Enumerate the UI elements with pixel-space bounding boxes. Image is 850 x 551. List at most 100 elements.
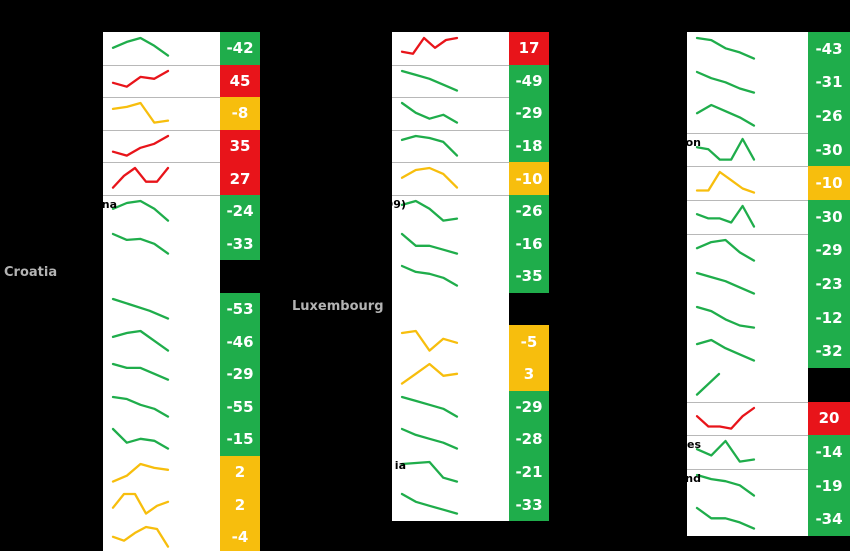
sparkline-path — [400, 330, 459, 353]
sparkline-path — [695, 507, 756, 531]
sparkline-path — [695, 238, 756, 262]
sparkline-path — [695, 104, 756, 127]
value-badge: -14 — [808, 435, 850, 469]
sparkline — [111, 462, 170, 483]
value-badge: -4 — [220, 521, 260, 551]
sparkline-path — [695, 305, 756, 329]
value-badge: -55 — [220, 390, 260, 424]
sparkline — [400, 330, 459, 353]
value-badge: -5 — [509, 325, 549, 358]
sparkline — [400, 36, 459, 55]
sparkline-path — [111, 199, 170, 222]
row-separator — [687, 132, 808, 134]
sparkline — [695, 473, 756, 497]
sparkline-path — [400, 199, 459, 222]
sparkline-path — [111, 134, 170, 157]
sparkline — [695, 104, 756, 127]
sparkline — [695, 36, 756, 60]
row-separator — [687, 401, 808, 403]
row-separator — [103, 64, 220, 66]
value-badge: 17 — [509, 32, 549, 65]
sparkline — [111, 330, 170, 353]
sparkline-path — [111, 395, 170, 418]
country-label-croatia: Croatia — [4, 265, 58, 280]
sparkline-path — [111, 362, 170, 381]
value-badge: -16 — [509, 227, 549, 261]
sparkline-path — [695, 204, 756, 228]
value-badge: -34 — [808, 502, 850, 536]
value-badge: 20 — [808, 401, 850, 436]
value-badge: -10 — [808, 166, 850, 200]
sparkline — [111, 69, 170, 88]
sparkline — [111, 102, 170, 124]
sparkline — [695, 272, 756, 295]
sparkline — [111, 134, 170, 157]
value-badge: -33 — [509, 488, 549, 521]
sparkline — [400, 69, 459, 92]
row-label: na — [101, 198, 117, 211]
row-separator — [392, 195, 509, 196]
value-badge: -30 — [808, 200, 850, 234]
value-badge: -32 — [808, 334, 850, 368]
row-separator — [687, 468, 808, 470]
value-badge: -19 — [808, 468, 850, 503]
sparkline-path — [111, 493, 170, 516]
row-separator — [392, 162, 509, 164]
sparkline — [695, 372, 721, 396]
sparkline — [400, 460, 459, 483]
sparkline-path — [695, 137, 756, 161]
sparkline — [695, 204, 756, 228]
value-badge: 3 — [509, 358, 549, 391]
chart-panel-1 — [103, 32, 220, 551]
value-badge: -29 — [808, 233, 850, 268]
row-separator — [103, 97, 220, 99]
sparkline-path — [400, 428, 459, 450]
sparkline — [111, 525, 170, 548]
value-badge: -10 — [509, 162, 549, 195]
row-separator — [392, 129, 509, 131]
sparkline — [111, 428, 170, 450]
sparkline-path — [111, 330, 170, 353]
value-badge: -8 — [220, 97, 260, 130]
sparkline — [111, 232, 170, 255]
sparkline-path — [400, 36, 459, 55]
sparkline — [111, 36, 170, 57]
sparkline-path — [400, 102, 459, 124]
sparkline-path — [111, 462, 170, 483]
sparkline-path — [111, 297, 170, 320]
value-badge: -29 — [509, 97, 549, 130]
row-label: on — [685, 135, 701, 149]
sparkline — [400, 232, 459, 255]
sparkline — [695, 305, 756, 329]
row-separator — [687, 435, 808, 437]
value-badge: -31 — [808, 65, 850, 100]
sparkline — [695, 70, 756, 94]
row-separator — [687, 233, 808, 235]
row-separator — [687, 166, 808, 168]
sparkline-path — [695, 372, 721, 396]
sparkline — [400, 493, 459, 516]
value-badge: -29 — [220, 358, 260, 391]
value-badge: -21 — [509, 455, 549, 489]
sparkline-path — [111, 428, 170, 450]
sparkline-path — [695, 406, 756, 430]
sparkline-path — [400, 362, 459, 385]
value-badge: 2 — [220, 455, 260, 489]
sparkline-path — [695, 36, 756, 60]
sparkline-path — [111, 69, 170, 88]
sparkline-path — [400, 493, 459, 516]
value-badge: -23 — [808, 267, 850, 301]
row-separator — [103, 129, 220, 131]
sparkline-path — [111, 36, 170, 57]
sparkline — [695, 238, 756, 262]
row-separator — [687, 200, 808, 201]
row-label: nd — [685, 471, 701, 485]
sparkline-path — [400, 460, 459, 483]
value-badge: -12 — [808, 300, 850, 335]
sparkline — [400, 199, 459, 222]
row-separator — [392, 64, 509, 66]
sparkline — [111, 297, 170, 320]
sparkline-path — [400, 232, 459, 255]
sparkline — [400, 134, 459, 157]
sparkline-path — [695, 272, 756, 295]
